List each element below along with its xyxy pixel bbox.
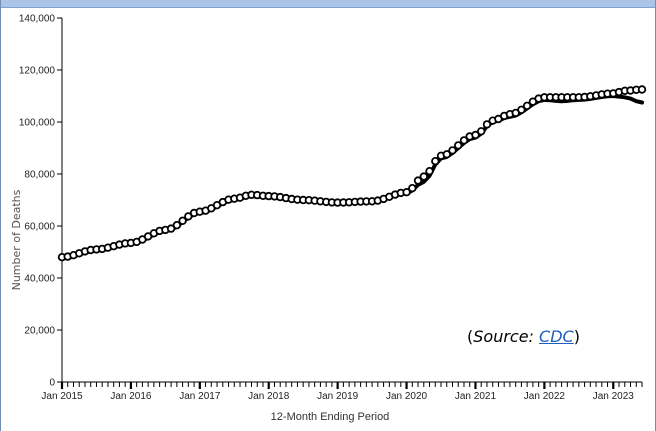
series-marker — [425, 166, 434, 176]
left-border — [0, 0, 1, 431]
x-tick-label: Jan 2021 — [455, 391, 497, 402]
source-annotation: (Source: CDC) — [467, 327, 580, 346]
x-tick-label: Jan 2015 — [41, 391, 83, 402]
y-tick-label: 60,000 — [24, 222, 55, 233]
source-close-paren: ) — [573, 327, 580, 346]
series-marker — [442, 150, 451, 159]
y-tick-label: 0 — [49, 378, 55, 389]
series-marker — [477, 127, 486, 136]
source-open-paren: ( — [467, 327, 474, 346]
series-marker — [172, 220, 182, 230]
x-tick-label: Jan 2018 — [248, 391, 290, 402]
x-tick-label: Jan 2020 — [386, 391, 428, 402]
series-marker — [471, 130, 480, 140]
series-marker — [459, 136, 469, 145]
series-marker — [413, 176, 423, 185]
series-marker — [184, 212, 193, 221]
series-layer — [57, 85, 647, 262]
series-marker — [482, 120, 492, 129]
y-tick-label: 40,000 — [24, 274, 55, 285]
y-tick-label: 120,000 — [19, 66, 56, 77]
series-marker — [517, 105, 526, 114]
x-tick-label: Jan 2023 — [593, 391, 635, 402]
x-axis-label: 12-Month Ending Period — [271, 411, 390, 423]
cdc-link[interactable]: CDC — [539, 327, 574, 346]
x-tick-label: Jan 2019 — [317, 391, 359, 402]
x-tick-label: Jan 2016 — [110, 391, 152, 402]
series-marker — [166, 224, 176, 233]
series-marker — [419, 172, 428, 181]
y-axis: 0 20,000 40,000 60,000 80,000 100,000 120,000 1… — [19, 14, 63, 389]
x-tick-label: Jan 2017 — [179, 391, 221, 402]
top-border-band — [0, 0, 656, 8]
series-marker — [431, 156, 440, 166]
series-marker — [178, 216, 187, 225]
series-marker — [402, 187, 411, 197]
x-tick-label: Jan 2022 — [524, 391, 566, 402]
y-tick-label: 80,000 — [24, 170, 55, 181]
series-marker — [454, 141, 463, 150]
series-marker — [522, 101, 532, 110]
source-label: Source: — [473, 327, 540, 346]
y-tick-label: 140,000 — [19, 14, 56, 25]
series-marker — [637, 85, 647, 94]
series-marker — [408, 183, 417, 193]
y-tick-label: 20,000 — [24, 326, 55, 337]
series-marker — [448, 146, 457, 155]
y-axis-label: Number of Deaths — [10, 189, 23, 290]
y-tick-label: 100,000 — [19, 118, 56, 129]
x-axis: Jan 2015 Jan 2016 Jan 2017 Jan 2018 Jan 2019… — [41, 381, 643, 402]
